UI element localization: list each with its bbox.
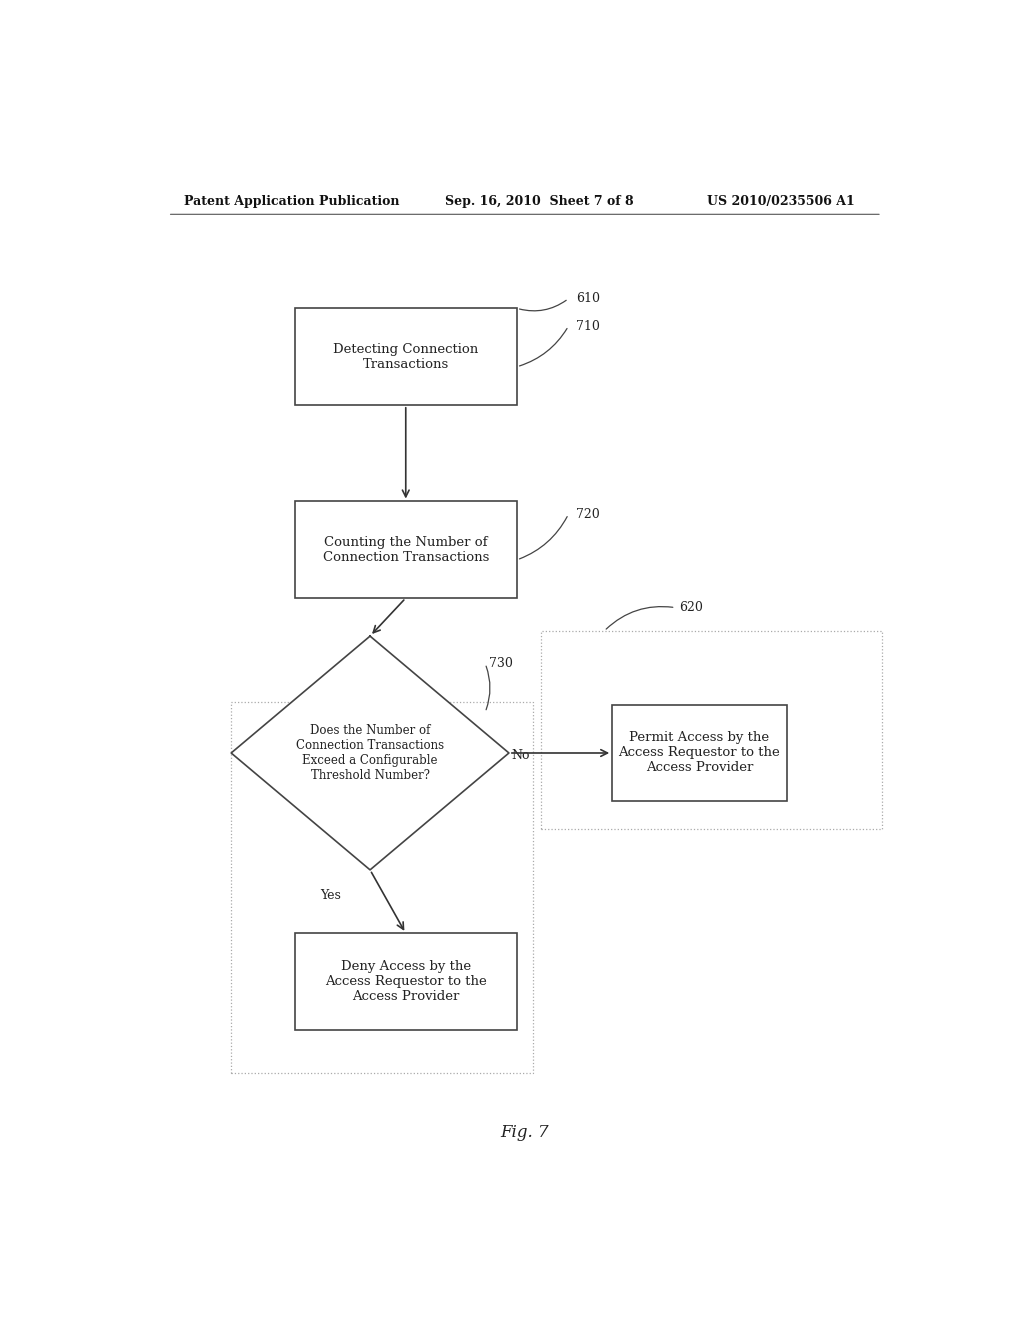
Text: Counting the Number of
Connection Transactions: Counting the Number of Connection Transa… xyxy=(323,536,488,564)
Text: 710: 710 xyxy=(577,319,600,333)
Text: 730: 730 xyxy=(489,657,513,671)
Text: Deny Access by the
Access Requestor to the
Access Provider: Deny Access by the Access Requestor to t… xyxy=(325,960,486,1003)
Text: Patent Application Publication: Patent Application Publication xyxy=(183,194,399,207)
FancyBboxPatch shape xyxy=(295,502,517,598)
Text: Detecting Connection
Transactions: Detecting Connection Transactions xyxy=(333,343,478,371)
Text: Permit Access by the
Access Requestor to the
Access Provider: Permit Access by the Access Requestor to… xyxy=(618,731,780,775)
Text: Does the Number of
Connection Transactions
Exceed a Configurable
Threshold Numbe: Does the Number of Connection Transactio… xyxy=(296,723,444,781)
Text: 720: 720 xyxy=(577,508,600,520)
Text: Yes: Yes xyxy=(319,888,341,902)
FancyBboxPatch shape xyxy=(612,705,786,801)
Text: 610: 610 xyxy=(577,292,600,305)
Polygon shape xyxy=(231,636,509,870)
Text: Sep. 16, 2010  Sheet 7 of 8: Sep. 16, 2010 Sheet 7 of 8 xyxy=(445,194,634,207)
Text: No: No xyxy=(512,748,530,762)
Text: Fig. 7: Fig. 7 xyxy=(501,1123,549,1140)
Text: 620: 620 xyxy=(680,601,703,614)
FancyBboxPatch shape xyxy=(295,309,517,405)
FancyBboxPatch shape xyxy=(295,933,517,1030)
Text: US 2010/0235506 A1: US 2010/0235506 A1 xyxy=(708,194,855,207)
